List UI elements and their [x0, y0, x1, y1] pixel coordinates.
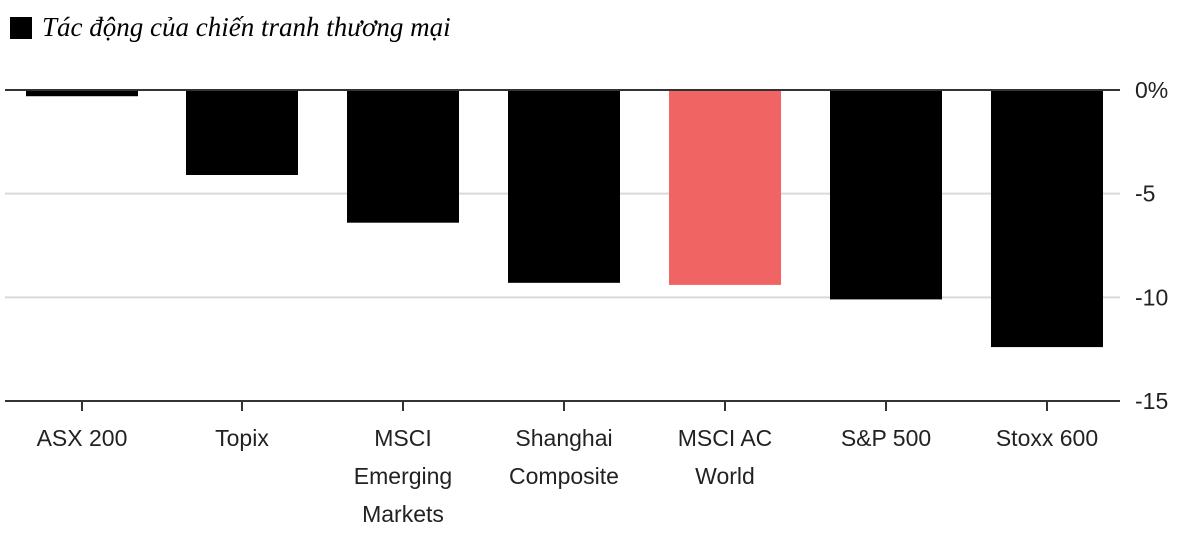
category-label: S&P 500: [841, 425, 931, 451]
category-label: Composite: [509, 463, 619, 489]
y-tick-label: -10: [1135, 284, 1168, 310]
bar-stoxx-600: [991, 90, 1103, 348]
bar-asx-200: [26, 90, 138, 97]
bar-msci-ac-world: [669, 90, 781, 285]
bar-shanghai-composite: [508, 90, 620, 283]
legend-swatch: [10, 16, 32, 39]
category-label: ASX 200: [37, 425, 128, 451]
category-label: Stoxx 600: [996, 425, 1098, 451]
category-label: MSCI AC: [678, 425, 773, 451]
bar-s-p-500: [830, 90, 942, 300]
category-label: Markets: [362, 501, 444, 527]
category-label: Emerging: [354, 463, 452, 489]
chart-title-row: Tác động của chiến tranh thương mại: [10, 12, 451, 43]
y-tick-label: -5: [1135, 181, 1155, 207]
y-tick-label: 0%: [1135, 77, 1168, 103]
chart-title: Tác động của chiến tranh thương mại: [42, 12, 451, 42]
y-tick-label: -15: [1135, 388, 1168, 414]
category-label: Shanghai: [515, 425, 612, 451]
category-label: World: [695, 463, 755, 489]
category-label: MSCI: [374, 425, 432, 451]
bar-msci-emerging-markets: [347, 90, 459, 223]
category-label: Topix: [215, 425, 269, 451]
bar-topix: [186, 90, 298, 176]
